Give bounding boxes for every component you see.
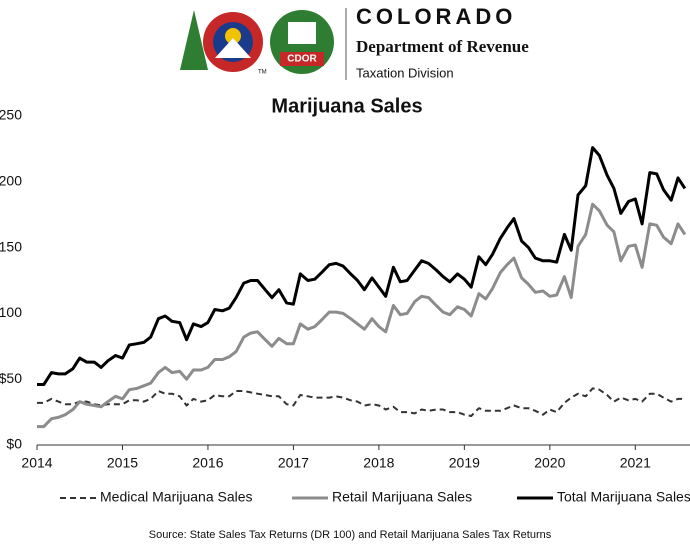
logo: TM CDOR COLORADO Department of Revenue T… (180, 4, 529, 80)
state-name: COLORADO (356, 4, 516, 29)
y-tick-label: $250 (0, 107, 22, 123)
source-note: Source: State Sales Tax Returns (DR 100)… (149, 529, 552, 541)
y-tick-label: $150 (0, 238, 22, 254)
x-tick-label: 2016 (192, 455, 223, 471)
state-logo-mountain (215, 38, 251, 58)
legend-label: Retail Marijuana Sales (332, 489, 472, 505)
x-tick-label: 2021 (620, 455, 651, 471)
y-tick-label: $200 (0, 173, 22, 189)
trademark: TM (258, 70, 267, 76)
x-tick-label: 2014 (21, 455, 52, 471)
x-tick-label: 2019 (449, 455, 480, 471)
y-tick-label: $0 (6, 436, 22, 452)
legend-label: Medical Marijuana Sales (100, 489, 253, 505)
tree-icon (180, 10, 208, 70)
y-tick-label: $100 (0, 304, 22, 320)
x-tick-label: 2017 (278, 455, 309, 471)
series-line (37, 387, 685, 417)
legend-label: Total Marijuana Sales (557, 489, 690, 505)
state-logo-sun (225, 28, 241, 44)
cdor-label: CDOR (287, 54, 317, 65)
chart-title: Marijuana Sales (271, 95, 422, 117)
x-tick-label: 2018 (363, 455, 394, 471)
x-tick-label: 2020 (534, 455, 565, 471)
y-tick-label: $50 (0, 370, 22, 386)
department: Department of Revenue (356, 37, 529, 56)
series-line (37, 146, 687, 386)
cdor-banner (280, 52, 324, 66)
division: Taxation Division (356, 65, 454, 80)
series-line (37, 202, 687, 429)
cdor-building (288, 22, 316, 44)
x-tick-label: 2015 (107, 455, 138, 471)
